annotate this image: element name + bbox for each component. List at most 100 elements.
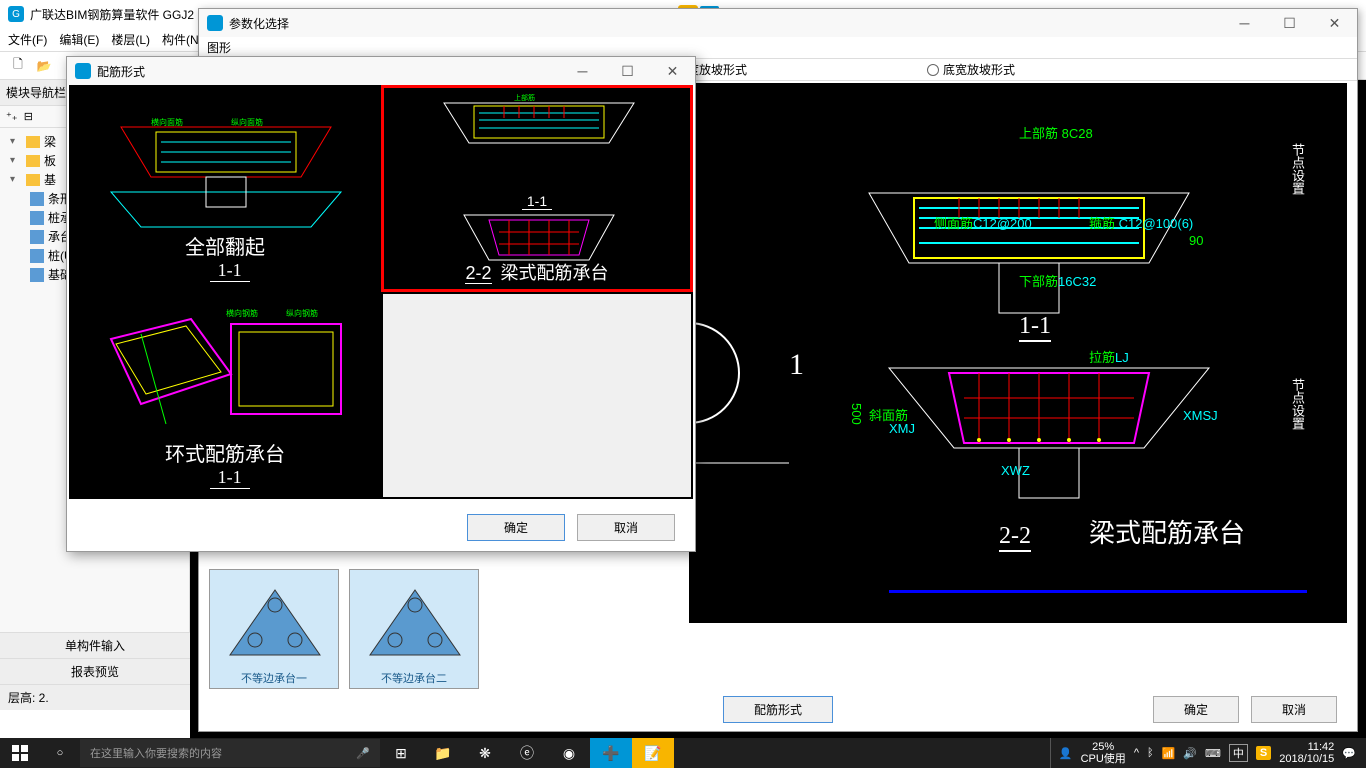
rebar-minimize-button[interactable]: ─ [560, 57, 605, 85]
windows-taskbar: ○ 在这里输入你要搜索的内容 🎤 ⊞ 📁 ❋ ⓔ ◉ ➕ 📝 👤 25% CPU… [0, 738, 1366, 768]
thumb-unequal-2[interactable]: 不等边承台二 [349, 569, 479, 689]
node-label2: 节点设置 [1288, 378, 1307, 430]
rebar-ok-button[interactable]: 确定 [467, 514, 565, 541]
tree-toggle-icon[interactable]: ⊟ [24, 111, 33, 123]
dim-500: 500 [849, 403, 864, 425]
wifi-icon[interactable]: 📶 [1162, 747, 1176, 760]
rebar-form-dialog: 配筋形式 ─ ☐ ✕ 横向面筋 纵向面筋 全部翻起 1-1 [66, 56, 696, 552]
rebar-sublabel: 环式配筋承台 [71, 438, 379, 467]
thumb-label: 不等边承台二 [350, 670, 478, 686]
tree-config-icon[interactable]: ⁺₊ [6, 111, 18, 123]
windows-logo-icon [12, 745, 28, 761]
menu-floor[interactable]: 楼层(L) [111, 31, 150, 48]
svg-text:纵向钢筋: 纵向钢筋 [286, 308, 318, 318]
menu-edit[interactable]: 编辑(E) [59, 31, 99, 48]
xwz-label: XWZ [1001, 463, 1030, 478]
app2-icon[interactable]: 📝 [632, 738, 674, 768]
rebar-close-button[interactable]: ✕ [650, 57, 695, 85]
ime-tray-icon[interactable]: ⌨ [1205, 747, 1221, 760]
rebar-diagram-icon: 横向面筋 纵向面筋 [71, 87, 379, 247]
taskbar-search[interactable]: 在这里输入你要搜索的内容 🎤 [80, 739, 380, 767]
dialog-icon [207, 15, 223, 31]
notification-icon[interactable]: 💬 [1342, 747, 1356, 760]
param-center-btn-row: 配筋形式 [723, 696, 833, 723]
date-text: 2018/10/15 [1279, 753, 1334, 765]
svg-text:横向钢筋: 横向钢筋 [226, 308, 258, 318]
folder-icon[interactable]: 📁 [422, 738, 464, 768]
folder-icon [26, 174, 40, 186]
param-btn-row: 确定 取消 [1153, 696, 1337, 723]
param-minimize-button[interactable]: ─ [1222, 9, 1267, 37]
open-icon[interactable]: 📂 [34, 56, 54, 76]
cortana-icon[interactable]: ○ [40, 747, 80, 759]
sogou-tray-icon[interactable]: S [1256, 746, 1271, 760]
ggj-app-icon[interactable]: ➕ [590, 738, 632, 768]
tab-report-preview[interactable]: 报表预览 [0, 658, 190, 684]
xmj-label: XMJ [889, 421, 915, 436]
menu-component[interactable]: 构件(N) [162, 31, 203, 48]
radio-icon [927, 64, 939, 76]
main-preview-area[interactable]: 上部筋 8C28 侧面筋C12@200 箍筋 C12@100(6) 90 下部筋… [689, 83, 1347, 623]
thumb-label: 不等边承台一 [210, 670, 338, 686]
rebar-label: 1-1 [210, 260, 250, 282]
rebar-diagram-icon: 上部筋 [384, 88, 690, 188]
rebar-option-1[interactable]: 横向面筋 纵向面筋 全部翻起 1-1 [69, 85, 381, 292]
bluetooth-icon[interactable]: ᛒ [1147, 747, 1154, 759]
time-text: 11:42 [1279, 741, 1334, 753]
hoop-label: 箍筋 C12@100(6) [1089, 213, 1193, 232]
task-view-icon[interactable]: ⊞ [380, 738, 422, 768]
rebar-label: 2-2 梁式配筋承台 [384, 259, 690, 285]
dialog-icon [75, 63, 91, 79]
radio-width-slope[interactable]: 底宽放坡形式 [927, 61, 1015, 78]
start-button[interactable] [0, 738, 40, 768]
app-icon[interactable]: ❋ [464, 738, 506, 768]
taskbar-apps: ⊞ 📁 ❋ ⓔ ◉ ➕ 📝 [380, 738, 674, 768]
rebar-option-3[interactable]: 横向钢筋 纵向钢筋 环式配筋承台 1-1 [69, 292, 381, 499]
people-icon[interactable]: 👤 [1059, 747, 1073, 760]
rebar-option-2[interactable]: 上部筋 1-1 2-2 梁式配筋承台 [381, 85, 693, 292]
rebar-sublabel: 全部翻起 [71, 231, 379, 260]
rebar-title-bar[interactable]: 配筋形式 ─ ☐ ✕ [67, 57, 695, 85]
param-ok-button[interactable]: 确定 [1153, 696, 1239, 723]
rebar-maximize-button[interactable]: ☐ [605, 57, 650, 85]
clock[interactable]: 11:42 2018/10/15 [1279, 741, 1334, 765]
node-label: 节点设置 [1288, 143, 1307, 195]
thumb-unequal-1[interactable]: 不等边承台一 [209, 569, 339, 689]
system-tray: 👤 25% CPU使用 ^ ᛒ 📶 🔊 ⌨ 中 S 11:42 2018/10/… [1050, 738, 1366, 768]
rebar-form-button[interactable]: 配筋形式 [723, 696, 833, 723]
svg-text:横向面筋: 横向面筋 [151, 117, 183, 127]
status-floor-height: 层高: 2. [0, 684, 190, 710]
tab-single-input[interactable]: 单构件输入 [0, 632, 190, 658]
rebar-dialog-title: 配筋形式 [97, 63, 145, 80]
shape-thumbnails: 不等边承台一 不等边承台二 [209, 569, 679, 699]
main-preview-label: 梁式配筋承台 [1089, 513, 1245, 550]
left-label-1: 1 [789, 348, 804, 382]
top-bar-label: 上部筋 8C28 [1019, 123, 1093, 142]
new-icon[interactable]: 🗋 [8, 56, 28, 76]
folder-icon [26, 155, 40, 167]
left-bottom-tabs: 单构件输入 报表预览 层高: 2. [0, 632, 190, 710]
rebar-cancel-button[interactable]: 取消 [577, 514, 675, 541]
browser-icon[interactable]: ◉ [548, 738, 590, 768]
cpu-label: CPU使用 [1081, 753, 1126, 765]
rebar-diagram-icon: 横向钢筋 纵向钢筋 [71, 294, 379, 454]
bot-bar-label: 下部筋16C32 [1019, 271, 1096, 290]
param-maximize-button[interactable]: ☐ [1267, 9, 1312, 37]
cpu-pct: 25% [1081, 741, 1126, 753]
tray-chevron-icon[interactable]: ^ [1134, 747, 1139, 759]
param-cancel-button[interactable]: 取消 [1251, 696, 1337, 723]
svg-text:纵向面筋: 纵向面筋 [231, 117, 263, 127]
param-close-button[interactable]: ✕ [1312, 9, 1357, 37]
volume-icon[interactable]: 🔊 [1183, 747, 1197, 760]
tie-label: 拉筋LJ [1089, 347, 1129, 366]
section-label-1-1: 1-1 [1019, 313, 1051, 342]
edge-icon[interactable]: ⓔ [506, 738, 548, 768]
menu-file[interactable]: 文件(F) [8, 31, 47, 48]
xmsj-label: XMSJ [1183, 408, 1218, 423]
mic-icon[interactable]: 🎤 [356, 747, 370, 760]
rebar-label: 1-1 [210, 467, 250, 489]
folder-icon [26, 136, 40, 148]
param-dialog-title-bar[interactable]: 参数化选择 ─ ☐ ✕ [199, 9, 1357, 37]
mid-section-label: 1-1 [522, 193, 552, 210]
lang-icon[interactable]: 中 [1229, 744, 1248, 762]
